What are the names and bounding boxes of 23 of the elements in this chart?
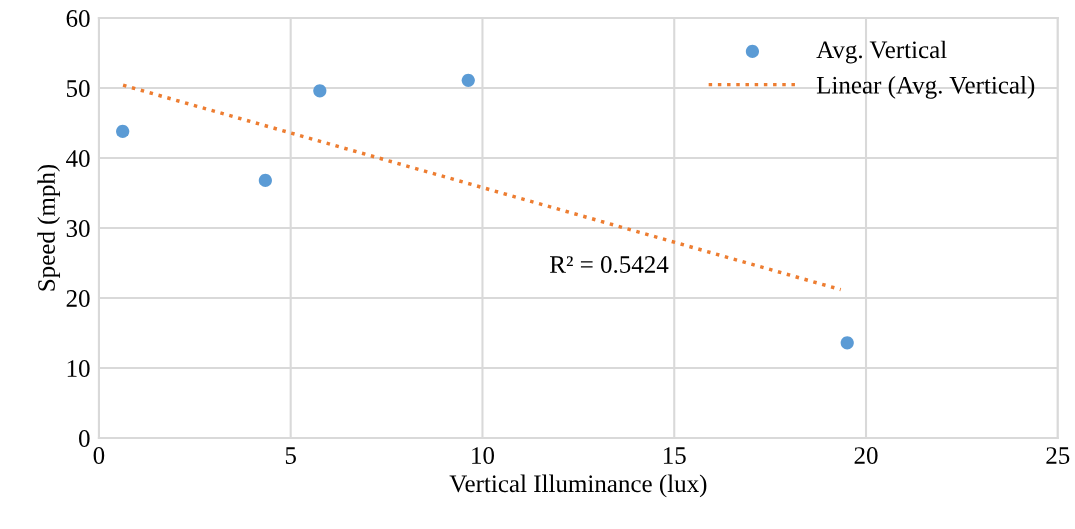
y-axis-title: Speed (mph) <box>37 164 61 291</box>
legend-label: Avg. Vertical <box>816 40 947 64</box>
y-tick-label: 0 <box>79 430 90 447</box>
x-tick-label: 15 <box>663 447 686 464</box>
annotation: R² = 0.5424 <box>549 256 669 274</box>
y-tick-label: 50 <box>67 80 90 97</box>
point <box>461 73 475 87</box>
x-tick-label: 5 <box>285 447 296 464</box>
x-axis-title: Vertical Illuminance (lux) <box>449 474 707 498</box>
point <box>116 124 130 138</box>
y-tick-label: 20 <box>66 290 90 307</box>
point <box>258 173 272 187</box>
y-tick-label: 10 <box>67 360 90 377</box>
x-tick-label: 10 <box>472 447 495 464</box>
x-tick-label: 25 <box>1046 447 1070 464</box>
y-tick-label: 40 <box>66 150 90 167</box>
point <box>313 84 327 98</box>
point <box>840 336 854 350</box>
y-tick-label: 30 <box>66 220 90 237</box>
y-tick-label: 60 <box>66 10 90 27</box>
x-tick-label: 20 <box>854 447 878 464</box>
legend-label: Linear (Avg. Vertical) <box>816 76 1035 99</box>
x-tick-label: 0 <box>93 447 105 464</box>
